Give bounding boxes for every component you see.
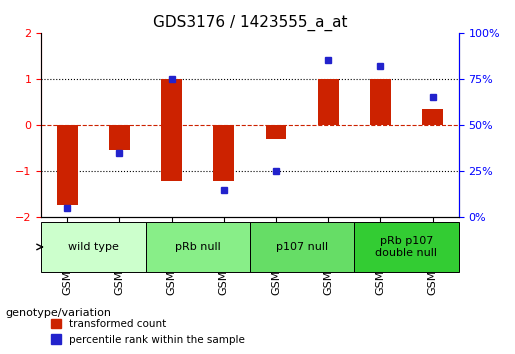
Text: pRb null: pRb null	[175, 242, 220, 252]
Text: p107 null: p107 null	[276, 242, 328, 252]
FancyBboxPatch shape	[354, 222, 459, 272]
Text: wild type: wild type	[68, 242, 119, 252]
Bar	[370, 79, 391, 125]
Text: genotype/variation: genotype/variation	[5, 308, 111, 318]
Bar	[57, 125, 78, 205]
Text: pRb p107
double null: pRb p107 double null	[375, 236, 437, 258]
Bar	[422, 109, 443, 125]
Bar	[266, 125, 286, 139]
Legend: transformed count, percentile rank within the sample: transformed count, percentile rank withi…	[46, 315, 249, 349]
Bar	[213, 125, 234, 181]
FancyBboxPatch shape	[146, 222, 250, 272]
Bar	[318, 79, 339, 125]
Bar	[109, 125, 130, 150]
Title: GDS3176 / 1423555_a_at: GDS3176 / 1423555_a_at	[152, 15, 347, 31]
Bar	[161, 79, 182, 181]
FancyBboxPatch shape	[250, 222, 354, 272]
FancyBboxPatch shape	[41, 222, 146, 272]
